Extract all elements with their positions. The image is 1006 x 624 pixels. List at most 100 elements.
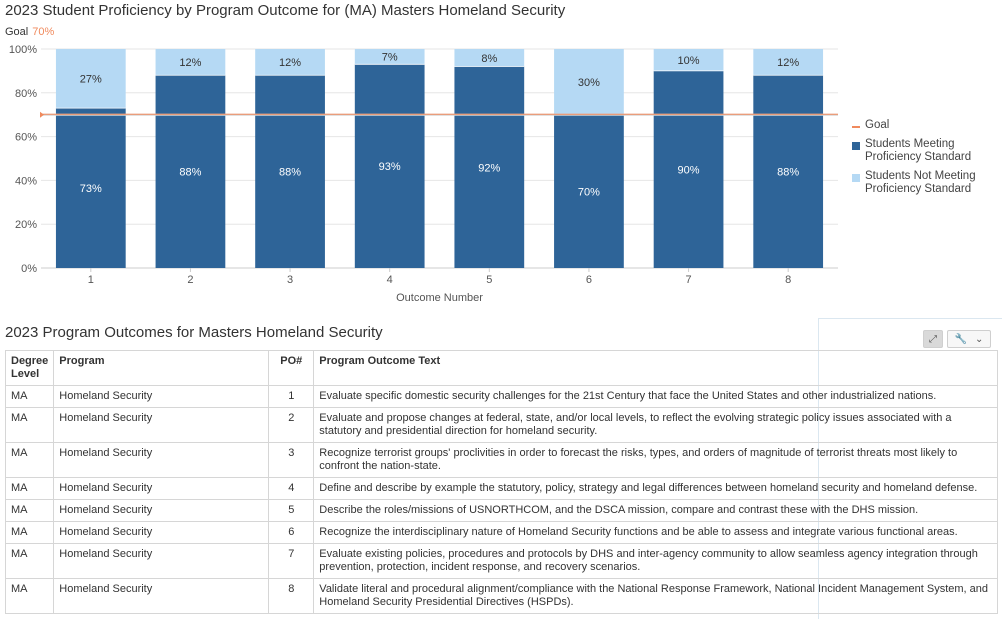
cell-po: 6 — [268, 521, 315, 544]
header-po-number[interactable]: PO# — [268, 350, 315, 386]
legend-item-meeting[interactable]: Students Meeting Proficiency Standard — [852, 138, 990, 164]
table-header-row: Degree Level Program PO# Program Outcome… — [4, 350, 998, 386]
y-tick-label: 100% — [9, 44, 37, 56]
cell-degree: MA — [4, 543, 55, 579]
cell-program: Homeland Security — [53, 521, 270, 544]
cell-degree: MA — [4, 521, 55, 544]
cell-outcome-text: Validate literal and procedural alignmen… — [313, 578, 998, 614]
header-program[interactable]: Program — [53, 350, 270, 386]
data-label-meeting: 70% — [578, 186, 600, 198]
proficiency-bar-chart: 0%20%40%60%80%100%73%27%188%12%288%12%39… — [9, 44, 838, 304]
bar-meeting[interactable] — [454, 66, 525, 269]
table-row: MA Homeland Security 2 Evaluate and prop… — [4, 407, 998, 443]
data-label-not-meeting: 10% — [678, 55, 700, 67]
table-row: MA Homeland Security 6 Recognize the int… — [4, 521, 998, 544]
table-row: MA Homeland Security 8 Validate literal … — [4, 578, 998, 614]
y-tick-label: 80% — [15, 88, 37, 100]
header-outcome-text[interactable]: Program Outcome Text — [313, 350, 998, 386]
data-label-not-meeting: 27% — [80, 74, 102, 86]
legend-not-meeting-label: Students Not Meeting Proficiency Standar… — [865, 170, 976, 195]
cell-program: Homeland Security — [53, 407, 270, 443]
legend-goal-swatch — [852, 126, 860, 128]
y-tick-label: 0% — [21, 263, 37, 275]
bar-not-meeting[interactable] — [255, 49, 325, 76]
bar-not-meeting[interactable] — [354, 49, 425, 65]
cell-degree: MA — [4, 407, 55, 443]
data-label-not-meeting: 8% — [481, 53, 497, 65]
chart-legend: Goal Students Meeting Proficiency Standa… — [852, 119, 990, 202]
y-tick-label: 40% — [15, 175, 37, 187]
tools-dropdown-button[interactable]: 🔧 ⌄ — [947, 330, 991, 348]
y-tick-label: 20% — [15, 219, 37, 231]
legend-meeting-label: Students Meeting Proficiency Standard — [865, 138, 972, 163]
header-degree-level[interactable]: Degree Level — [4, 350, 55, 386]
goal-marker-icon — [40, 111, 44, 118]
cell-po: 1 — [268, 385, 315, 408]
legend-item-goal[interactable]: Goal — [852, 119, 990, 132]
bar-meeting[interactable] — [753, 75, 824, 268]
outcomes-table: Degree Level Program PO# Program Outcome… — [4, 350, 998, 614]
x-tick-label: 7 — [686, 274, 692, 286]
x-axis-title: Outcome Number — [396, 292, 483, 304]
cell-degree: MA — [4, 578, 55, 614]
cell-program: Homeland Security — [53, 442, 270, 478]
data-label-meeting: 90% — [678, 164, 700, 176]
data-label-not-meeting: 12% — [279, 57, 301, 69]
data-label-not-meeting: 12% — [179, 57, 201, 69]
bar-not-meeting[interactable] — [55, 49, 126, 109]
legend-goal-label: Goal — [865, 119, 890, 131]
bar-not-meeting[interactable] — [653, 49, 724, 71]
cell-degree: MA — [4, 477, 55, 500]
cell-program: Homeland Security — [53, 499, 270, 522]
x-tick-label: 2 — [187, 274, 193, 286]
table-row: MA Homeland Security 5 Describe the role… — [4, 499, 998, 522]
legend-not-meeting-swatch — [852, 174, 860, 182]
bar-meeting[interactable] — [155, 75, 226, 268]
y-tick-label: 60% — [15, 132, 37, 144]
bar-meeting[interactable] — [55, 108, 126, 268]
x-tick-label: 4 — [387, 274, 393, 286]
cell-degree: MA — [4, 385, 55, 408]
cell-po: 7 — [268, 543, 315, 579]
cell-program: Homeland Security — [53, 578, 270, 614]
cell-outcome-text: Evaluate existing policies, procedures a… — [313, 543, 998, 579]
data-label-not-meeting: 30% — [578, 77, 600, 89]
table-row: MA Homeland Security 7 Evaluate existing… — [4, 543, 998, 579]
x-tick-label: 1 — [88, 274, 94, 286]
cell-po: 4 — [268, 477, 315, 500]
expand-icon: ⤢ — [929, 333, 937, 345]
data-label-meeting: 88% — [179, 167, 201, 179]
cell-program: Homeland Security — [53, 385, 270, 408]
table-title: 2023 Program Outcomes for Masters Homela… — [5, 324, 383, 341]
cell-program: Homeland Security — [53, 543, 270, 579]
goal-indicator: Goal 70% — [5, 26, 54, 38]
cell-po: 5 — [268, 499, 315, 522]
bar-meeting[interactable] — [255, 75, 325, 268]
cell-outcome-text: Define and describe by example the statu… — [313, 477, 998, 500]
bar-not-meeting[interactable] — [554, 49, 624, 115]
data-label-not-meeting: 7% — [382, 52, 398, 64]
bar-not-meeting[interactable] — [753, 49, 824, 76]
cell-outcome-text: Recognize terrorist groups' proclivities… — [313, 442, 998, 478]
table-row: MA Homeland Security 1 Evaluate specific… — [4, 385, 998, 408]
table-row: MA Homeland Security 3 Recognize terrori… — [4, 442, 998, 478]
legend-item-not-meeting[interactable]: Students Not Meeting Proficiency Standar… — [852, 170, 990, 196]
bar-not-meeting[interactable] — [155, 49, 226, 76]
table-row: MA Homeland Security 4 Define and descri… — [4, 477, 998, 500]
chart-title: 2023 Student Proficiency by Program Outc… — [5, 2, 566, 19]
cell-outcome-text: Evaluate and propose changes at federal,… — [313, 407, 998, 443]
goal-label: Goal — [5, 26, 29, 38]
cell-outcome-text: Evaluate specific domestic security chal… — [313, 385, 998, 408]
x-tick-label: 8 — [785, 274, 791, 286]
cell-po: 3 — [268, 442, 315, 478]
expand-button[interactable]: ⤢ — [923, 330, 943, 348]
cell-degree: MA — [4, 499, 55, 522]
bar-meeting[interactable] — [554, 114, 624, 268]
bar-meeting[interactable] — [354, 64, 425, 268]
bar-meeting[interactable] — [653, 70, 724, 269]
cell-outcome-text: Describe the roles/missions of USNORTHCO… — [313, 499, 998, 522]
legend-meeting-swatch — [852, 142, 860, 150]
cell-po: 2 — [268, 407, 315, 443]
cell-po: 8 — [268, 578, 315, 614]
bar-not-meeting[interactable] — [454, 49, 525, 67]
